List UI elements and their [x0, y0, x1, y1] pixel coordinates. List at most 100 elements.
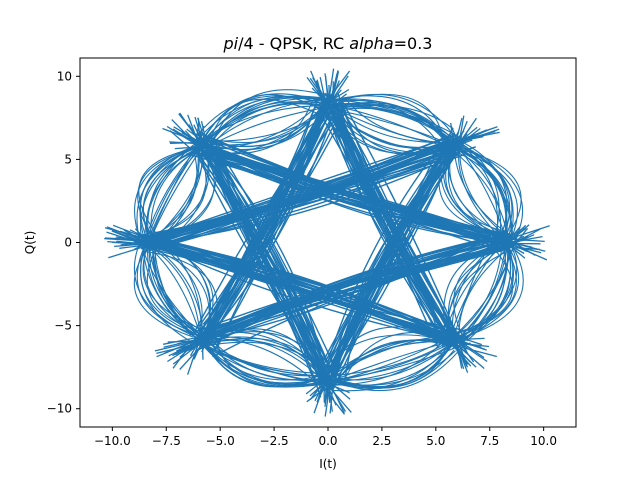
- trajectory-spike: [508, 246, 540, 251]
- trajectory-line: [335, 339, 458, 381]
- trajectory-spike: [326, 93, 332, 109]
- trajectory-line: [208, 106, 333, 147]
- y-tick-label: 5: [64, 152, 72, 166]
- trajectory-spike: [328, 380, 351, 400]
- trajectory-line: [452, 237, 496, 341]
- trajectory-spike: [119, 243, 151, 249]
- trajectory-line: [197, 246, 514, 335]
- x-tick-label: −7.5: [152, 434, 181, 448]
- chart-title-part: pi: [223, 34, 239, 53]
- trajectory-line: [146, 245, 204, 343]
- x-tick-label: 0.0: [318, 434, 337, 448]
- trajectory-line: [138, 148, 194, 237]
- trajectory-spike: [455, 339, 488, 363]
- trajectory-spike: [179, 341, 206, 370]
- trajectory-line: [330, 102, 451, 145]
- trajectory-line: [325, 152, 457, 373]
- trajectory-line: [186, 152, 503, 235]
- trajectory-line: [195, 147, 517, 246]
- trajectory-line: [150, 146, 204, 245]
- trajectory-spike: [172, 337, 197, 369]
- trajectory-line: [447, 233, 509, 346]
- trajectory-spike: [199, 129, 202, 145]
- trajectory-spike: [173, 126, 204, 145]
- trajectory-spike: [194, 116, 205, 147]
- trajectory-line: [196, 93, 332, 151]
- trajectory-spike: [166, 125, 194, 144]
- y-tick-label: 0: [64, 236, 72, 250]
- trajectory-spike: [116, 240, 153, 246]
- trajectory-spike: [169, 130, 192, 150]
- trajectory-line: [147, 243, 201, 336]
- trajectory-spike: [330, 73, 338, 105]
- trajectory-spike: [200, 120, 208, 146]
- trajectory-line: [334, 349, 455, 389]
- chart-title: pi/4 - QPSK, RC alpha=0.3: [223, 34, 433, 53]
- trajectory-line: [205, 105, 325, 347]
- trajectory-line: [206, 143, 509, 244]
- trajectory-line: [454, 244, 524, 341]
- trajectory-spike: [156, 337, 203, 358]
- trajectory-spike: [129, 229, 150, 240]
- trajectory-spike: [450, 130, 465, 148]
- trajectory-spike: [305, 380, 323, 395]
- trajectory-spike: [167, 340, 196, 343]
- trajectory-line: [139, 145, 200, 244]
- trajectory-spike: [454, 335, 483, 346]
- trajectory-line: [455, 153, 509, 241]
- trajectory-spike: [318, 381, 329, 398]
- x-tick-label: −10.0: [94, 434, 131, 448]
- trajectory-line: [136, 242, 207, 339]
- trajectory-line: [326, 341, 454, 383]
- trajectory-spike: [104, 237, 145, 242]
- chart-title-part: /4 - QPSK, RC: [238, 34, 349, 53]
- trajectory-line: [459, 140, 508, 243]
- trajectory-line: [204, 144, 336, 379]
- trajectory-line: [211, 138, 343, 383]
- trajectory-line: [321, 130, 453, 382]
- trajectory-spike: [316, 89, 327, 107]
- trajectory-line: [206, 142, 333, 372]
- trajectory-line: [198, 340, 329, 375]
- x-tick-label: 7.5: [480, 434, 499, 448]
- trajectory-line: [213, 114, 325, 351]
- trajectory-line: [206, 106, 338, 338]
- trajectory-line: [192, 140, 505, 235]
- trajectory-line: [329, 341, 455, 389]
- trajectory-line: [160, 153, 459, 245]
- trajectory-line: [333, 101, 445, 342]
- trajectory-line: [324, 95, 450, 147]
- trajectory-line: [193, 241, 506, 347]
- trajectory-line: [146, 135, 462, 250]
- trajectory-line: [340, 98, 459, 339]
- trajectory-line: [195, 100, 331, 149]
- trajectory-line: [141, 246, 205, 340]
- trajectory-line: [452, 238, 504, 338]
- trajectory-line: [201, 229, 506, 341]
- trajectory-line: [157, 238, 460, 330]
- trajectory-spike: [185, 340, 205, 352]
- trajectory-line: [197, 95, 329, 135]
- trajectory-spike: [449, 341, 477, 368]
- trajectory-line: [328, 99, 440, 145]
- trajectory-line: [140, 142, 210, 247]
- x-axis-ticks: −10.0 −7.5 −5.0 −2.5 0.0 2.5 5.0 7.5 10.0: [94, 427, 557, 448]
- trajectory-line: [329, 340, 453, 383]
- trajectory-line: [136, 144, 205, 239]
- trajectory-line: [328, 103, 446, 341]
- trajectory-line: [147, 149, 198, 239]
- trajectory-spike: [186, 340, 200, 375]
- trajectory-line: [140, 148, 457, 249]
- trajectory-line: [203, 108, 322, 143]
- trajectory-spike: [326, 377, 345, 414]
- trajectory-spike: [172, 128, 197, 144]
- y-tick-label: 10: [57, 69, 72, 83]
- trajectory-line: [205, 346, 329, 378]
- trajectory-line: [450, 141, 524, 240]
- trajectory-spike: [325, 93, 335, 104]
- x-tick-label: 10.0: [530, 434, 557, 448]
- trajectory-spike: [509, 224, 530, 242]
- trajectory-line: [152, 150, 199, 246]
- trajectory-spike: [167, 337, 204, 363]
- trajectory-line: [203, 340, 332, 388]
